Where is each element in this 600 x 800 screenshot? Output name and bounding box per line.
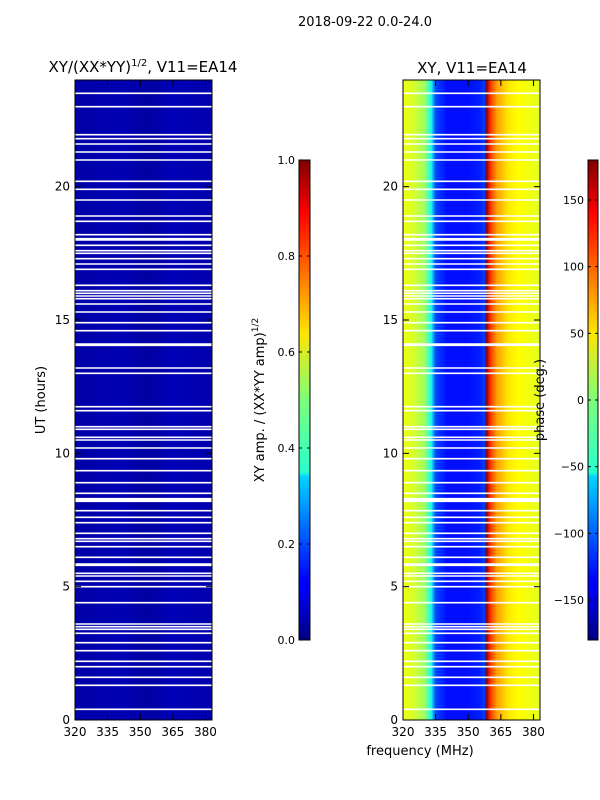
amp-heatmap xyxy=(75,80,212,720)
amp-plot-frame xyxy=(74,79,213,721)
y-tick-label: 0 xyxy=(390,713,398,727)
colorbar-tick-label: 0.4 xyxy=(278,442,296,455)
colorbar-tick-label: 0.2 xyxy=(278,538,296,551)
amp-panel-title: XY/(XX*YY)1/2, V11=EA14 xyxy=(49,58,238,76)
x-tick-label: 335 xyxy=(424,725,447,739)
amp-y-axis: 0 5 10 15 20 xyxy=(55,180,212,727)
phase-x-axis: 320 335 350 365 380 xyxy=(392,80,545,739)
colorbar-tick-label: 1.0 xyxy=(278,154,296,167)
amp-x-axis: 320 335 350 365 380 xyxy=(64,80,217,739)
amp-colorbar-label: XY amp. / (XX*YY amp)1/2 xyxy=(251,318,268,482)
phase-colorbar-ticks: −150 −100 −50 0 50 100 150 xyxy=(554,194,598,607)
colorbar-tick-label: 0.8 xyxy=(278,250,296,263)
phase-colorbar: −150 −100 −50 0 50 100 150 phase (deg.) xyxy=(533,159,599,641)
x-tick-label: 350 xyxy=(129,725,152,739)
y-tick-label: 15 xyxy=(55,313,70,327)
colorbar-tick-label: −50 xyxy=(561,461,584,474)
x-tick-label: 380 xyxy=(522,725,545,739)
y-tick-label: 15 xyxy=(383,313,398,327)
colorbar-tick-label: −150 xyxy=(554,594,584,607)
phase-panel-title: XY, V11=EA14 xyxy=(417,59,527,77)
amp-panel: XY/(XX*YY)1/2, V11=EA14 320 335 350 365 380 … xyxy=(34,58,237,739)
phase-panel: XY, V11=EA14 320 335 350 365 380 0 5 10 15 20 fr… xyxy=(366,59,545,759)
x-tick-label: 365 xyxy=(489,725,512,739)
y-tick-label: 20 xyxy=(383,180,398,194)
y-tick-label: 10 xyxy=(55,446,70,460)
colorbar-tick-label: 0.6 xyxy=(278,346,296,359)
colorbar-tick-label: −100 xyxy=(554,527,584,540)
phase-flag-lines xyxy=(403,92,540,711)
x-tick-label: 380 xyxy=(194,725,217,739)
amp-colorbar-gradient xyxy=(298,159,311,641)
y-tick-label: 10 xyxy=(383,446,398,460)
phase-heatmap xyxy=(403,80,540,720)
amp-flag-lines xyxy=(75,92,212,711)
y-tick-label: 5 xyxy=(390,580,398,594)
phase-plot-frame xyxy=(402,79,541,721)
colorbar-tick-label: 50 xyxy=(570,327,584,340)
amp-y-label: UT (hours) xyxy=(34,366,49,434)
x-tick-label: 320 xyxy=(64,725,87,739)
colorbar-tick-label: 100 xyxy=(563,261,584,274)
phase-y-axis: 0 5 10 15 20 xyxy=(383,180,540,727)
y-tick-label: 20 xyxy=(55,180,70,194)
y-tick-label: 5 xyxy=(62,580,70,594)
x-tick-label: 335 xyxy=(96,725,119,739)
frequency-x-label: frequency (MHz) xyxy=(366,744,473,759)
colorbar-tick-label: 150 xyxy=(563,194,584,207)
x-tick-label: 350 xyxy=(457,725,480,739)
y-tick-label: 0 xyxy=(62,713,70,727)
figure-suptitle: 2018-09-22 0.0-24.0 xyxy=(298,15,432,30)
x-tick-label: 320 xyxy=(392,725,415,739)
colorbar-tick-label: 0.0 xyxy=(278,634,296,647)
colorbar-tick-label: 0 xyxy=(577,394,584,407)
x-tick-label: 365 xyxy=(161,725,184,739)
amp-colorbar: 0.0 0.2 0.4 0.6 0.8 1.0 XY amp. / (XX*YY amp)… xyxy=(251,154,311,647)
phase-colorbar-label: phase (deg.) xyxy=(533,359,548,441)
amp-colorbar-ticks: 0.0 0.2 0.4 0.6 0.8 1.0 xyxy=(278,154,310,647)
